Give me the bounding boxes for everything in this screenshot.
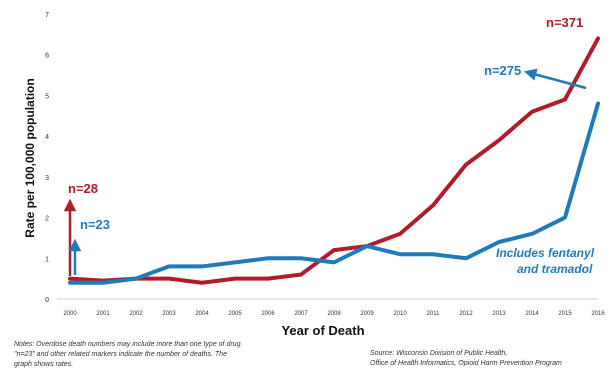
blue-series-point <box>299 256 303 260</box>
annotation-n23: n=23 <box>80 217 110 232</box>
x-tick-label: 2006 <box>261 311 275 317</box>
y-tick-label: 5 <box>45 93 49 100</box>
blue-series-point <box>431 252 435 256</box>
x-axis-label: Year of Death <box>281 323 364 338</box>
y-axis-label: Rate per 100,000 population <box>23 78 37 237</box>
x-tick-label: 2000 <box>63 311 77 317</box>
y-tick-label: 6 <box>45 53 49 60</box>
red-series-point <box>266 277 270 281</box>
x-tick-label: 2014 <box>525 311 539 317</box>
y-tick-label: 2 <box>45 216 49 223</box>
blue-series-point <box>398 252 402 256</box>
blue-series-point <box>101 281 105 285</box>
blue-series-point <box>596 101 600 106</box>
blue-series-point <box>530 232 534 236</box>
source-line-2: Office of Health Informatics, Opioid Har… <box>370 360 562 367</box>
y-tick-label: 3 <box>45 175 49 182</box>
blue-series-point <box>200 264 204 269</box>
y-tick-label: 4 <box>45 134 49 141</box>
red-series-point <box>68 277 72 281</box>
red-series-point <box>563 97 567 102</box>
x-axis-ticks: 2000 2001 2002 2003 2004 2005 2006 2007 2008 2009… <box>63 311 605 317</box>
series-group <box>68 36 600 285</box>
blue-series-point <box>68 281 72 285</box>
y-tick-label: 1 <box>45 256 49 263</box>
x-tick-label: 2003 <box>162 311 176 317</box>
annotation-fentanyl-line1: Includes fentanyl <box>496 246 595 260</box>
x-tick-label: 2016 <box>591 311 605 317</box>
annotation-fentanyl-line2: and tramadol <box>517 262 593 276</box>
blue-series-point <box>365 244 369 248</box>
red-series-point <box>596 36 600 41</box>
blue-series-point <box>167 264 171 269</box>
notes-text: Notes: Overdose death numbers may includ… <box>14 341 243 368</box>
x-tick-label: 2001 <box>96 311 110 317</box>
x-tick-label: 2008 <box>327 311 341 317</box>
source-text: Source: Wisconsin Division of Public Hea… <box>370 349 605 369</box>
x-tick-label: 2012 <box>459 311 473 317</box>
red-series-point <box>167 277 171 281</box>
red-series-point <box>530 110 534 114</box>
blue-end-arrow <box>523 68 587 90</box>
red-series-point <box>233 277 237 281</box>
red-series-point <box>497 138 501 142</box>
red-series-point <box>431 203 435 207</box>
annotation-n371: n=371 <box>546 15 583 30</box>
x-tick-label: 2002 <box>129 311 143 317</box>
blue-series-point <box>266 256 270 260</box>
blue-series-point <box>134 277 138 281</box>
x-tick-label: 2011 <box>427 311 441 317</box>
red-series-point <box>200 281 204 285</box>
red-series-point <box>332 248 336 252</box>
blue-series-point <box>464 256 468 260</box>
y-axis-ticks: 0 1 2 3 4 5 6 7 <box>45 12 49 304</box>
y-tick-label: 0 <box>45 297 49 304</box>
red-series-point <box>398 232 402 236</box>
x-tick-label: 2015 <box>558 311 572 317</box>
blue-series-point <box>563 215 567 220</box>
x-tick-label: 2007 <box>294 311 308 317</box>
blue-series-point <box>233 260 237 264</box>
x-tick-label: 2005 <box>228 311 242 317</box>
annotation-n275: n=275 <box>484 63 521 78</box>
red-series-point <box>299 272 303 277</box>
x-tick-label: 2009 <box>360 311 374 317</box>
annotation-n28: n=28 <box>68 181 98 196</box>
x-tick-label: 2004 <box>195 311 209 317</box>
x-tick-label: 2010 <box>393 311 407 317</box>
blue-series-point <box>497 240 501 244</box>
red-series-point <box>464 163 468 167</box>
blue-series-point <box>332 260 336 264</box>
source-line-1: Source: Wisconsin Division of Public Hea… <box>370 350 508 357</box>
x-tick-label: 2013 <box>492 311 506 317</box>
y-tick-label: 7 <box>45 12 49 19</box>
